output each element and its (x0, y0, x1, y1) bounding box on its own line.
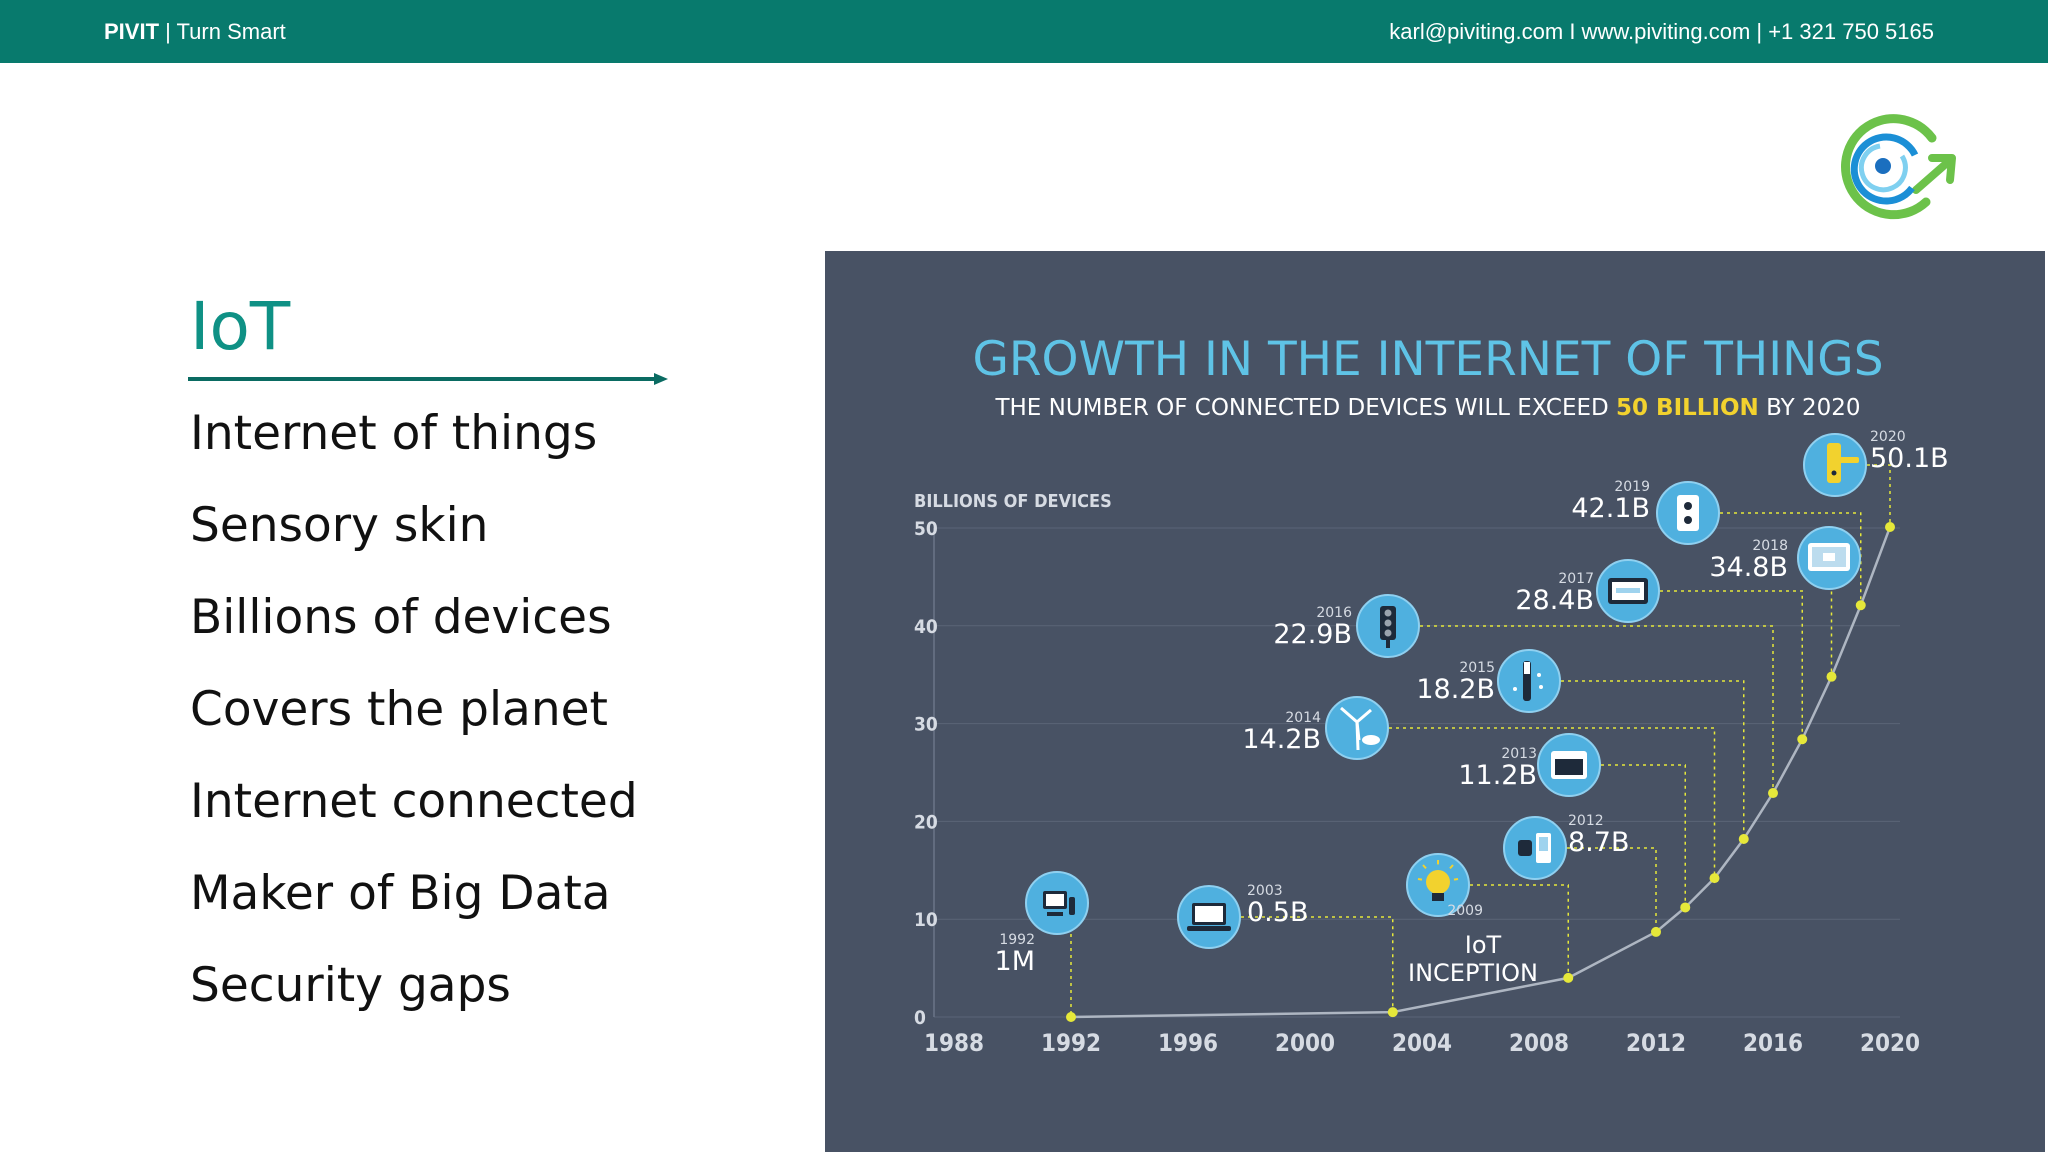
value-label: 8.7B (1568, 827, 1629, 858)
door-lock-icon (1803, 433, 1867, 497)
value-label: 34.8B (1709, 552, 1788, 583)
leader-line (1720, 512, 1862, 606)
traffic-light-icon (1356, 594, 1420, 658)
year-label: 2015 (1459, 660, 1495, 676)
x-tick-label: 2016 (1743, 1029, 1803, 1057)
x-tick-label: 2004 (1392, 1029, 1452, 1057)
brand-tagline: | Turn Smart (159, 19, 286, 44)
computer-icon (1025, 871, 1089, 935)
value-label: 1M (995, 946, 1035, 977)
bullet-list: Internet of things Sensory skin Billions… (190, 400, 638, 1044)
year-label: 2012 (1568, 813, 1604, 829)
bullet-item: Security gaps (190, 958, 511, 1013)
value-label: 18.2B (1416, 674, 1495, 705)
slide-title: IoT (190, 288, 291, 365)
subtitle-text: THE NUMBER OF CONNECTED DEVICES WILL EXC… (994, 395, 1616, 421)
leader-line (1561, 680, 1745, 840)
x-tick-label: 1996 (1158, 1029, 1218, 1057)
value-label: 42.1B (1571, 493, 1650, 524)
year-label: 2018 (1752, 538, 1788, 554)
tv-icon (1797, 526, 1861, 590)
data-point-marker (1797, 734, 1808, 745)
laptop-icon (1177, 885, 1241, 949)
y-axis-label: BILLIONS OF DEVICES (914, 491, 1112, 512)
y-tick-label: 40 (914, 616, 938, 638)
year-label: 2020 (1870, 429, 1906, 445)
contact-info: karl@piviting.com I www.piviting.com | +… (1389, 19, 1934, 44)
data-point-marker (1651, 926, 1661, 937)
x-tick-label: 2020 (1860, 1029, 1920, 1057)
bullet-item: Maker of Big Data (190, 866, 611, 921)
data-point-marker (1768, 788, 1778, 799)
value-label: 50.1B (1870, 443, 1949, 474)
leader-line (1660, 590, 1803, 740)
leader-line (1867, 464, 1891, 528)
value-label: 11.2B (1458, 760, 1537, 791)
header-bar: PIVIT | Turn Smart karl@piviting.com I w… (0, 0, 2048, 63)
data-point-marker (1563, 972, 1574, 983)
leader-line (1420, 625, 1774, 794)
chart-title: GROWTH IN THE INTERNET OF THINGS (972, 332, 1883, 387)
toothbrush-icon (1497, 649, 1561, 713)
brand-name: PIVIT (104, 19, 160, 44)
subtitle-highlight: 50 BILLION (1616, 395, 1759, 421)
y-tick-label: 0 (914, 1007, 926, 1029)
data-point-marker (1066, 1011, 1076, 1022)
power-outlet-icon (1656, 481, 1720, 545)
year-label: 2016 (1316, 605, 1352, 621)
y-tick-label: 50 (914, 518, 938, 540)
y-tick-label: 20 (914, 811, 938, 833)
chart-subtitle: THE NUMBER OF CONNECTED DEVICES WILL EXC… (994, 395, 1860, 421)
brand: PIVIT | Turn Smart (104, 19, 286, 45)
data-point-marker (1826, 671, 1837, 682)
year-label: 2017 (1558, 571, 1594, 587)
data-point-marker (1709, 873, 1720, 884)
value-label: 28.4B (1515, 585, 1594, 616)
value-label: IoT (1465, 931, 1502, 959)
value-label: INCEPTION (1408, 959, 1538, 987)
data-point-marker (1738, 834, 1749, 845)
year-label: 1992 (999, 932, 1035, 948)
y-tick-label: 30 (914, 714, 938, 736)
smartwatch-icon (1503, 816, 1567, 880)
value-label: 0.5B (1247, 897, 1308, 928)
y-tick-label: 10 (914, 909, 938, 931)
bullet-item: Billions of devices (190, 590, 612, 645)
year-label: 2014 (1285, 710, 1321, 726)
x-tick-label: 1992 (1041, 1029, 1101, 1057)
wind-turbine-icon (1325, 696, 1389, 760)
value-label: 22.9B (1273, 619, 1352, 650)
leader-line (1567, 847, 1657, 932)
leader-line (1070, 902, 1089, 1017)
thermostat-icon (1596, 559, 1660, 623)
x-tick-label: 2000 (1275, 1029, 1335, 1057)
subtitle-text-end: BY 2020 (1759, 395, 1861, 421)
leader-line (1241, 916, 1394, 1013)
iot-growth-chart: GROWTH IN THE INTERNET OF THINGS THE NUM… (825, 251, 2045, 1152)
data-point-marker (1680, 902, 1691, 913)
title-underline-arrow (188, 373, 668, 385)
data-point-marker (1387, 1007, 1398, 1018)
x-tick-label: 2012 (1626, 1029, 1686, 1057)
lightbulb-icon (1406, 853, 1470, 917)
growth-line (1070, 526, 1892, 1019)
bullet-item: Covers the planet (190, 682, 608, 737)
chart-svg: GROWTH IN THE INTERNET OF THINGS THE NUM… (914, 332, 1949, 1057)
pivit-logo-icon (1841, 114, 1956, 220)
year-label: 2003 (1247, 883, 1283, 899)
data-point-marker (1885, 522, 1895, 533)
leader-line (1601, 764, 1686, 908)
leader-line (1470, 884, 1569, 978)
year-label: 2009 (1447, 903, 1483, 919)
bullet-item: Internet connected (190, 774, 638, 829)
year-label: 2013 (1501, 746, 1537, 762)
bullet-item: Internet of things (190, 406, 598, 461)
oven-icon (1537, 733, 1601, 797)
year-label: 2019 (1614, 479, 1650, 495)
x-tick-label: 1988 (924, 1029, 984, 1057)
data-point-marker (1855, 600, 1866, 611)
x-tick-label: 2008 (1509, 1029, 1569, 1057)
bullet-item: Sensory skin (190, 498, 489, 553)
value-label: 14.2B (1242, 724, 1321, 755)
